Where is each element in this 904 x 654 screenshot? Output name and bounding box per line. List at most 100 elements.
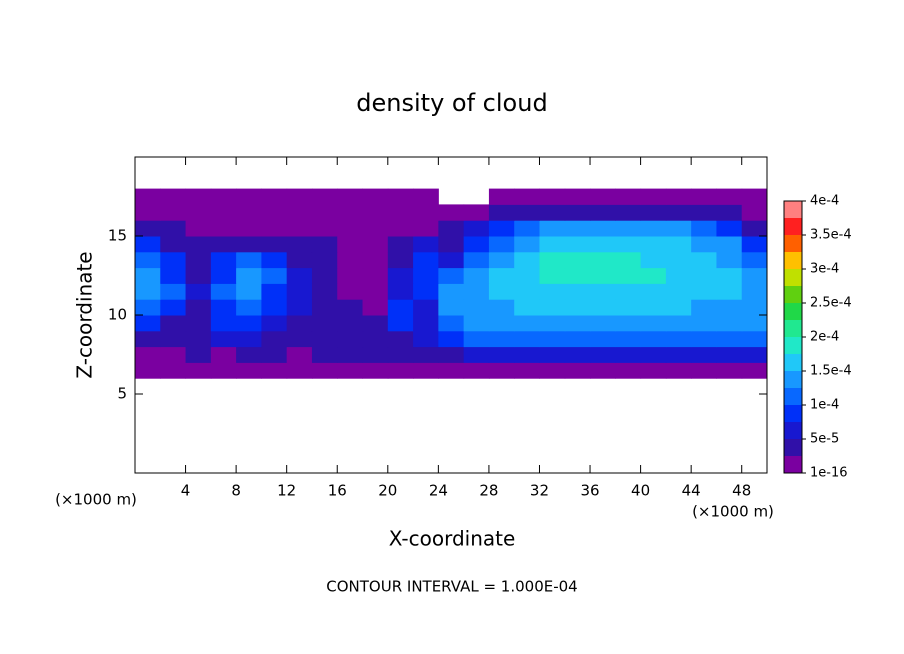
field-cell — [236, 251, 262, 269]
field-cell — [362, 362, 389, 379]
field-cell — [514, 315, 540, 332]
colorbar-tick-label: 5e-5 — [810, 432, 839, 447]
field-cell — [236, 362, 262, 379]
field-cell — [716, 283, 743, 300]
field-cell — [615, 188, 642, 205]
colorbar-band — [784, 201, 802, 218]
x-unit-label: (×1000 m) — [55, 491, 137, 509]
field-cell — [741, 236, 768, 253]
field-cell — [362, 267, 389, 284]
field-cell — [286, 330, 313, 348]
field-cell — [539, 299, 566, 316]
field-cell — [691, 299, 717, 316]
field-cell — [160, 204, 187, 221]
field-cell — [185, 188, 212, 205]
field-cell — [135, 346, 161, 363]
x-tick-label: 20 — [378, 482, 397, 500]
field-cell — [210, 267, 237, 284]
field-cell — [716, 220, 743, 237]
field-cell — [514, 188, 540, 205]
field-cell — [387, 188, 414, 205]
field-cell — [590, 283, 616, 300]
field-cell — [741, 188, 768, 205]
field-cell — [615, 204, 642, 221]
field-cell — [286, 346, 313, 363]
field-cell — [488, 299, 515, 316]
colorbar-band — [784, 439, 802, 456]
field-cell — [286, 188, 313, 205]
field-cell — [135, 267, 161, 284]
field-cell — [488, 188, 515, 205]
field-cell — [236, 236, 262, 253]
colorbar-tick-label: 1e-4 — [810, 398, 839, 413]
field-cell — [387, 220, 414, 237]
field-cell — [210, 346, 237, 363]
field-cell — [691, 236, 717, 253]
field-cell — [185, 204, 212, 221]
y-tick-label: 10 — [108, 306, 127, 324]
field-cell — [261, 330, 288, 348]
field-cell — [590, 299, 616, 316]
field-cell — [261, 220, 288, 237]
field-cell — [514, 283, 540, 300]
field-cell — [210, 251, 237, 269]
field-cell — [463, 220, 490, 237]
field-cell — [539, 315, 566, 332]
field-cell — [337, 236, 364, 253]
y-tick-label: 5 — [117, 385, 127, 403]
field-cell — [640, 346, 667, 363]
field-cell — [337, 315, 364, 332]
field-cell — [590, 362, 616, 379]
field-cell — [286, 204, 313, 221]
field-cell — [514, 267, 540, 284]
field-cell — [741, 251, 768, 269]
field-cell — [311, 362, 338, 379]
field-cell — [185, 315, 212, 332]
field-cell — [160, 283, 187, 300]
field-cell — [665, 315, 692, 332]
field-cell — [236, 299, 262, 316]
field-cell — [438, 204, 465, 221]
colorbar-band — [784, 354, 802, 371]
field-cell — [590, 330, 616, 348]
colorbar-band — [784, 269, 802, 286]
field-cell — [640, 188, 667, 205]
field-cell — [488, 330, 515, 348]
field-cell — [337, 267, 364, 284]
field-cell — [413, 267, 439, 284]
field-cell — [413, 299, 439, 316]
field-cell — [741, 346, 768, 363]
field-cell — [691, 204, 717, 221]
colorbar-band — [784, 337, 802, 354]
field-cell — [362, 315, 389, 332]
field-cell — [615, 330, 642, 348]
colorbar-tick-label: 1.5e-4 — [810, 364, 852, 379]
field-cell — [135, 236, 161, 253]
field-cell — [311, 188, 338, 205]
field-cell — [564, 299, 591, 316]
field-cell — [463, 346, 490, 363]
field-cell — [236, 283, 262, 300]
field-cell — [438, 362, 465, 379]
field-cell — [539, 330, 566, 348]
field-cell — [691, 220, 717, 237]
field-cell — [463, 236, 490, 253]
field-cell — [590, 346, 616, 363]
field-cell — [160, 220, 187, 237]
field-cell — [615, 362, 642, 379]
field-cell — [514, 236, 540, 253]
field-cell — [185, 267, 212, 284]
field-cell — [135, 315, 161, 332]
colorbar-band — [784, 422, 802, 439]
field-cell — [311, 267, 338, 284]
field-cell — [387, 267, 414, 284]
field-cell — [311, 346, 338, 363]
field-cell — [615, 299, 642, 316]
field-cell — [438, 251, 465, 269]
colorbar-band — [784, 371, 802, 388]
colorbar-tick-label: 4e-4 — [810, 194, 839, 209]
field-cell — [337, 188, 364, 205]
field-cell — [185, 220, 212, 237]
field-cell — [413, 330, 439, 348]
chart-title: density of cloud — [356, 89, 547, 117]
